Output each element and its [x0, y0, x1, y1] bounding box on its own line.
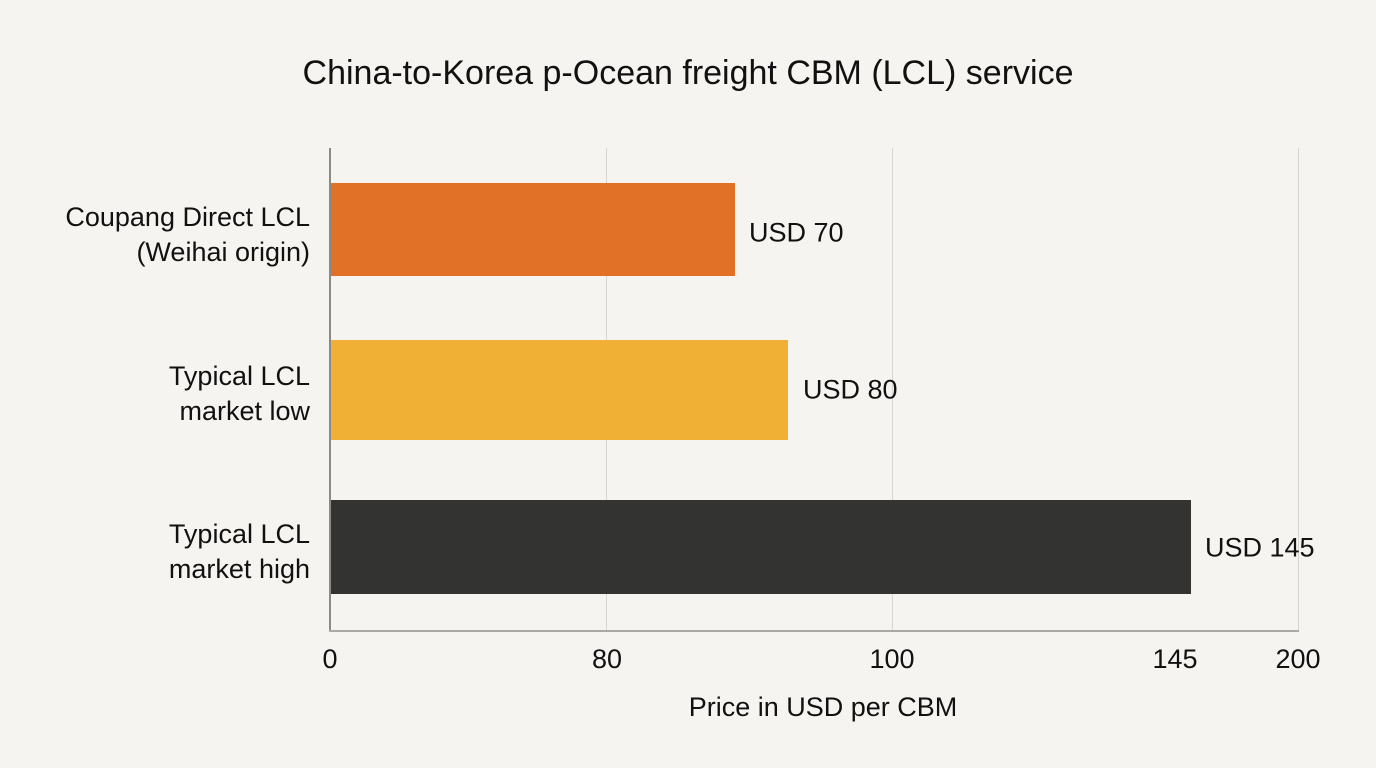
x-tick-label: 145 [1152, 644, 1198, 674]
gridline-200 [1298, 148, 1299, 630]
bar-coupang-direct [330, 183, 735, 276]
x-tick-label: 0 [322, 644, 338, 674]
category-label-line: Coupang Direct LCL [65, 202, 310, 232]
category-label: Typical LCL market low [169, 359, 310, 429]
x-tick-label: 100 [869, 644, 915, 674]
category-label-line: Typical LCL [168, 519, 310, 549]
bar-value-label: USD 70 [749, 217, 844, 248]
bar-value-label: USD 80 [803, 374, 898, 405]
x-tick-label: 80 [591, 644, 623, 674]
x-axis-line [329, 630, 1299, 632]
x-tick-label: 200 [1275, 644, 1321, 674]
bar-market-high [330, 500, 1191, 594]
chart-title: China-to-Korea p-Ocean freight CBM (LCL)… [302, 54, 1074, 92]
bar-value-label: USD 145 [1205, 532, 1315, 563]
category-label-line: Typical LCL [168, 361, 310, 391]
gridline-100 [892, 148, 893, 630]
y-axis-line [329, 148, 331, 631]
category-label-line: market low [179, 396, 310, 426]
category-label-line: market high [168, 554, 310, 584]
category-label: Coupang Direct LCL (Weihai origin) [65, 200, 310, 270]
category-label-line: (Weihai origin) [136, 237, 310, 267]
x-axis-title: Price in USD per CBM [688, 692, 958, 722]
bar-market-low [330, 340, 788, 440]
category-label: Typical LCL market high [169, 517, 310, 587]
